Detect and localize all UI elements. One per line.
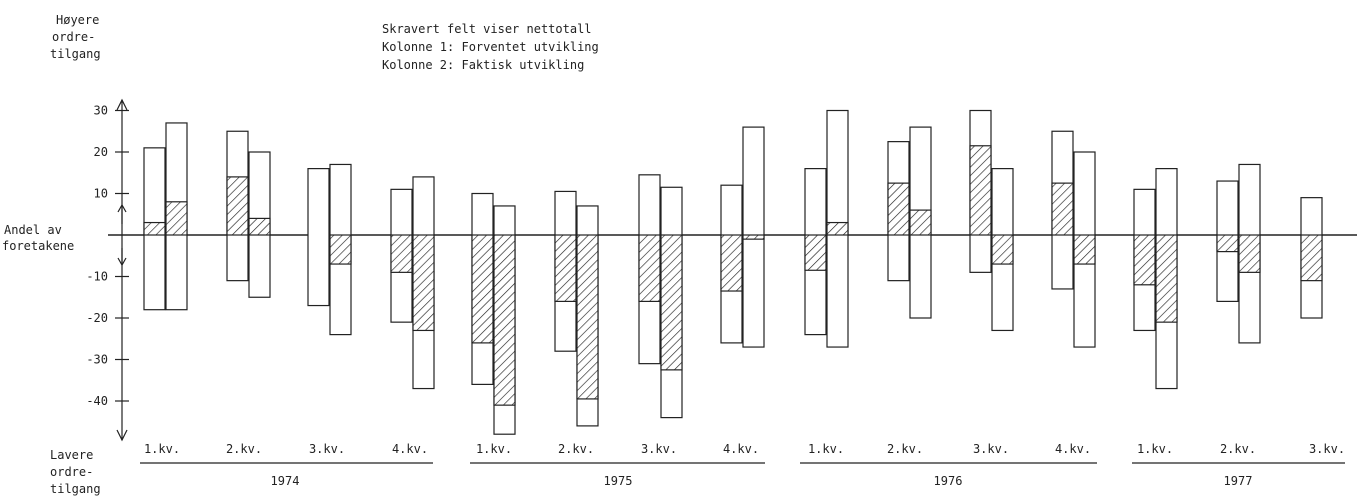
net-s1-9 — [804, 234, 827, 271]
up-arrow-mid-head — [117, 203, 127, 213]
legend-line-3: Kolonne 2: Faktisk utvikling — [382, 58, 584, 72]
y-tick-label: 30 — [94, 104, 108, 118]
net-s1-5 — [471, 234, 494, 344]
year-label: 1976 — [934, 474, 963, 488]
net-s2-7 — [660, 234, 683, 371]
net-s2-11 — [991, 234, 1014, 265]
net-s1-8 — [720, 234, 743, 292]
net-s2-9 — [826, 221, 849, 236]
year-label: 1974 — [271, 474, 300, 488]
y-label-mid-1: Andel av — [4, 223, 62, 237]
quarter-label: 4.kv. — [392, 442, 428, 456]
bars — [143, 109, 1323, 435]
y-tick-label: 20 — [94, 145, 108, 159]
quarter-label: 2.kv. — [1220, 442, 1256, 456]
net-s2-1 — [165, 201, 188, 236]
y-label-mid-2: foretakene — [2, 239, 74, 253]
quarter-label: 1.kv. — [808, 442, 844, 456]
y-label-top-2: ordre- — [52, 30, 95, 44]
quarter-label: 2.kv. — [887, 442, 923, 456]
quarter-label: 1.kv. — [1137, 442, 1173, 456]
net-s1-1 — [143, 221, 166, 236]
net-s2-13 — [1155, 234, 1178, 323]
net-s1-11 — [969, 145, 992, 236]
quarter-label: 3.kv. — [309, 442, 345, 456]
y-tick-label: -10 — [86, 270, 108, 284]
bar-s1-3 — [307, 168, 330, 307]
net-s2-4 — [412, 234, 435, 332]
quarter-label: 3.kv. — [641, 442, 677, 456]
net-s2-5 — [493, 234, 516, 406]
y-label-top-3: tilgang — [50, 47, 101, 61]
quarter-label: 3.kv. — [1309, 442, 1345, 456]
net-s1-15 — [1300, 234, 1323, 282]
net-s1-13 — [1133, 234, 1156, 286]
net-s2-10 — [909, 209, 932, 236]
quarter-label: 2.kv. — [226, 442, 262, 456]
y-tick-label: -30 — [86, 353, 108, 367]
legend-line-2: Kolonne 1: Forventet utvikling — [382, 40, 599, 54]
net-s1-12 — [1051, 182, 1074, 236]
net-s2-6 — [576, 234, 599, 400]
y-tick-label: -40 — [86, 394, 108, 408]
legend-line-1: Skravert felt viser nettotall — [382, 22, 592, 36]
y-ticks: 30 20 10 -10 -20 -30 -40 — [86, 104, 129, 408]
quarter-label: 4.kv. — [723, 442, 759, 456]
y-axis-arrow-bottom — [116, 429, 128, 442]
net-s2-12 — [1073, 234, 1096, 265]
y-label-top-1: Høyere — [56, 13, 99, 27]
net-s1-10 — [887, 182, 910, 236]
y-axis-arrow-top — [116, 98, 128, 111]
quarter-label: 1.kv. — [144, 442, 180, 456]
net-s2-14 — [1238, 234, 1261, 273]
x-labels: 1.kv. 2.kv. 3.kv. 4.kv. 1.kv. 2.kv. 3.kv. 4.kv.… — [140, 442, 1345, 488]
quarter-label: 3.kv. — [973, 442, 1009, 456]
year-label: 1975 — [604, 474, 633, 488]
net-s2-2 — [248, 217, 271, 236]
year-label: 1977 — [1224, 474, 1253, 488]
net-s1-6 — [554, 234, 577, 303]
quarter-label: 4.kv. — [1055, 442, 1091, 456]
y-tick-label: -20 — [86, 311, 108, 325]
y-label-bottom-1: Lavere — [50, 448, 93, 462]
quarter-label: 2.kv. — [558, 442, 594, 456]
net-s1-7 — [638, 234, 661, 303]
y-label-bottom-2: ordre- — [50, 465, 93, 479]
net-s1-14 — [1216, 234, 1239, 253]
y-tick-label: 10 — [94, 187, 108, 201]
quarter-label: 1.kv. — [476, 442, 512, 456]
net-s1-2 — [226, 176, 249, 236]
net-s2-3 — [329, 234, 352, 265]
net-s2-8 — [742, 234, 765, 240]
net-s1-4 — [390, 234, 413, 273]
down-arrow-mid-head — [117, 257, 127, 267]
y-label-bottom-3: tilgang — [50, 482, 101, 496]
